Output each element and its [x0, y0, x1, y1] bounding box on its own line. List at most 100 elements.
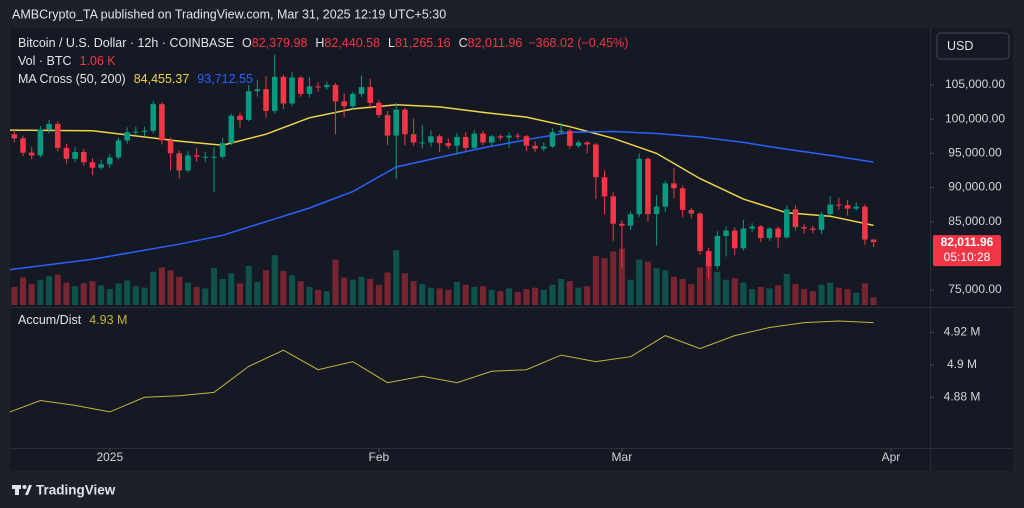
- volume-bar: [488, 289, 495, 305]
- candle-body: [289, 77, 295, 104]
- candle-body: [480, 133, 486, 143]
- candle-body: [688, 210, 695, 214]
- change: −368.02 (−0.45%): [528, 36, 628, 50]
- volume-bar: [827, 282, 834, 305]
- candle-body: [662, 183, 669, 207]
- volume-bar: [809, 291, 816, 305]
- candle-body: [384, 115, 391, 136]
- volume-bar: [427, 287, 434, 305]
- volume-bar: [618, 248, 625, 305]
- candle-body: [219, 143, 226, 157]
- volume-bar: [540, 289, 547, 305]
- volume-bar: [783, 273, 790, 305]
- candle-body: [862, 206, 868, 240]
- candle-body: [627, 214, 634, 226]
- candle-body: [358, 87, 365, 94]
- volume-bar: [98, 285, 105, 305]
- candle-body: [679, 188, 686, 211]
- volume-bar: [679, 279, 686, 305]
- candle-body: [540, 146, 547, 149]
- axes: 75,000.00 85,000.00 90,000.00 95,000.00 100,…: [96, 77, 1005, 464]
- volume-bar: [662, 270, 669, 305]
- volume-bar: [766, 288, 773, 305]
- ohlc-label: H: [315, 36, 324, 50]
- symbol: Bitcoin / U.S. Dollar · 12h · COINBASE: [18, 36, 234, 50]
- candle-body: [46, 123, 52, 130]
- candle-body: [245, 91, 252, 120]
- ohlc-label: O: [242, 36, 252, 50]
- y-tick-label: 100,000.00: [945, 111, 1005, 125]
- candle-body: [575, 142, 582, 146]
- volume-bar: [757, 286, 764, 305]
- candle-body: [80, 151, 87, 163]
- currency-button[interactable]: [936, 32, 1010, 60]
- candle-body: [558, 130, 564, 133]
- candle-body: [714, 236, 721, 267]
- currency-label[interactable]: USD: [947, 39, 973, 53]
- volume-bar: [106, 289, 113, 305]
- candle-body: [619, 223, 625, 226]
- candle-body: [705, 251, 712, 267]
- candle-body: [844, 205, 851, 209]
- candle-body: [757, 226, 764, 239]
- volume-bar: [436, 288, 443, 305]
- volume-bar: [289, 275, 296, 305]
- candle-body: [28, 152, 35, 156]
- last-price-box: [933, 235, 1001, 267]
- volume-bar: [523, 289, 530, 305]
- candle-body: [723, 230, 729, 237]
- publisher-line: AMBCrypto_TA published on TradingView.co…: [12, 7, 446, 21]
- candle-body: [350, 93, 356, 107]
- candle-body: [671, 183, 677, 189]
- ohlc-label: C: [459, 36, 468, 50]
- volume-bar: [124, 280, 131, 305]
- candle-body: [297, 77, 304, 94]
- candle-body: [410, 134, 417, 143]
- volume-bar: [280, 271, 287, 305]
- volume-bar: [610, 251, 617, 305]
- volume-value: 1.06 K: [80, 54, 117, 68]
- candle-body: [653, 206, 660, 215]
- volume-bar: [497, 291, 504, 305]
- x-tick-label: Apr: [882, 450, 901, 464]
- candle-body: [54, 123, 61, 148]
- candle-body: [584, 142, 590, 145]
- candle-body: [697, 213, 703, 252]
- candle-body: [784, 209, 790, 238]
- volume-bar: [28, 284, 35, 305]
- candle-body: [393, 109, 400, 136]
- candle-body: [20, 138, 26, 153]
- ohlc-value: 81,265.16: [395, 36, 451, 50]
- candle-body: [107, 157, 113, 165]
- candle-body: [810, 228, 816, 230]
- volume-bar: [132, 286, 139, 305]
- volume-bar: [89, 281, 96, 305]
- candle-body: [280, 76, 287, 104]
- volume-bar: [688, 284, 695, 305]
- candle-body: [462, 136, 469, 148]
- y-tick-label: 105,000.00: [945, 77, 1005, 91]
- volume-bar: [462, 284, 469, 305]
- candle-body: [324, 85, 330, 88]
- candle-body: [367, 87, 373, 103]
- candle-body: [454, 136, 460, 146]
- candle-body: [471, 133, 478, 148]
- volume-bar: [532, 287, 539, 305]
- volume-bar: [245, 266, 252, 305]
- candle-body: [836, 204, 842, 206]
- volume-bar: [37, 279, 44, 305]
- volume-bar: [644, 261, 651, 305]
- volume-bar: [46, 276, 53, 305]
- candle-body: [428, 136, 434, 143]
- candle-body: [176, 153, 183, 171]
- volume-bar: [150, 271, 157, 305]
- candle-body: [263, 89, 269, 111]
- volume-bar: [410, 281, 417, 305]
- volume-bar: [514, 292, 521, 305]
- ma-name: MA Cross (50, 200): [18, 72, 126, 86]
- candle-body: [801, 227, 807, 229]
- ad-legend: Accum/Dist 4.93 M: [18, 313, 127, 327]
- candle-body: [150, 104, 156, 131]
- candle-body: [506, 135, 512, 138]
